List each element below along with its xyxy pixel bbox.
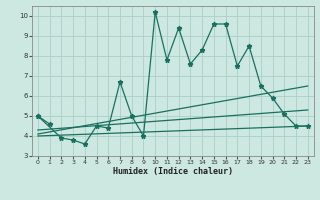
X-axis label: Humidex (Indice chaleur): Humidex (Indice chaleur): [113, 167, 233, 176]
